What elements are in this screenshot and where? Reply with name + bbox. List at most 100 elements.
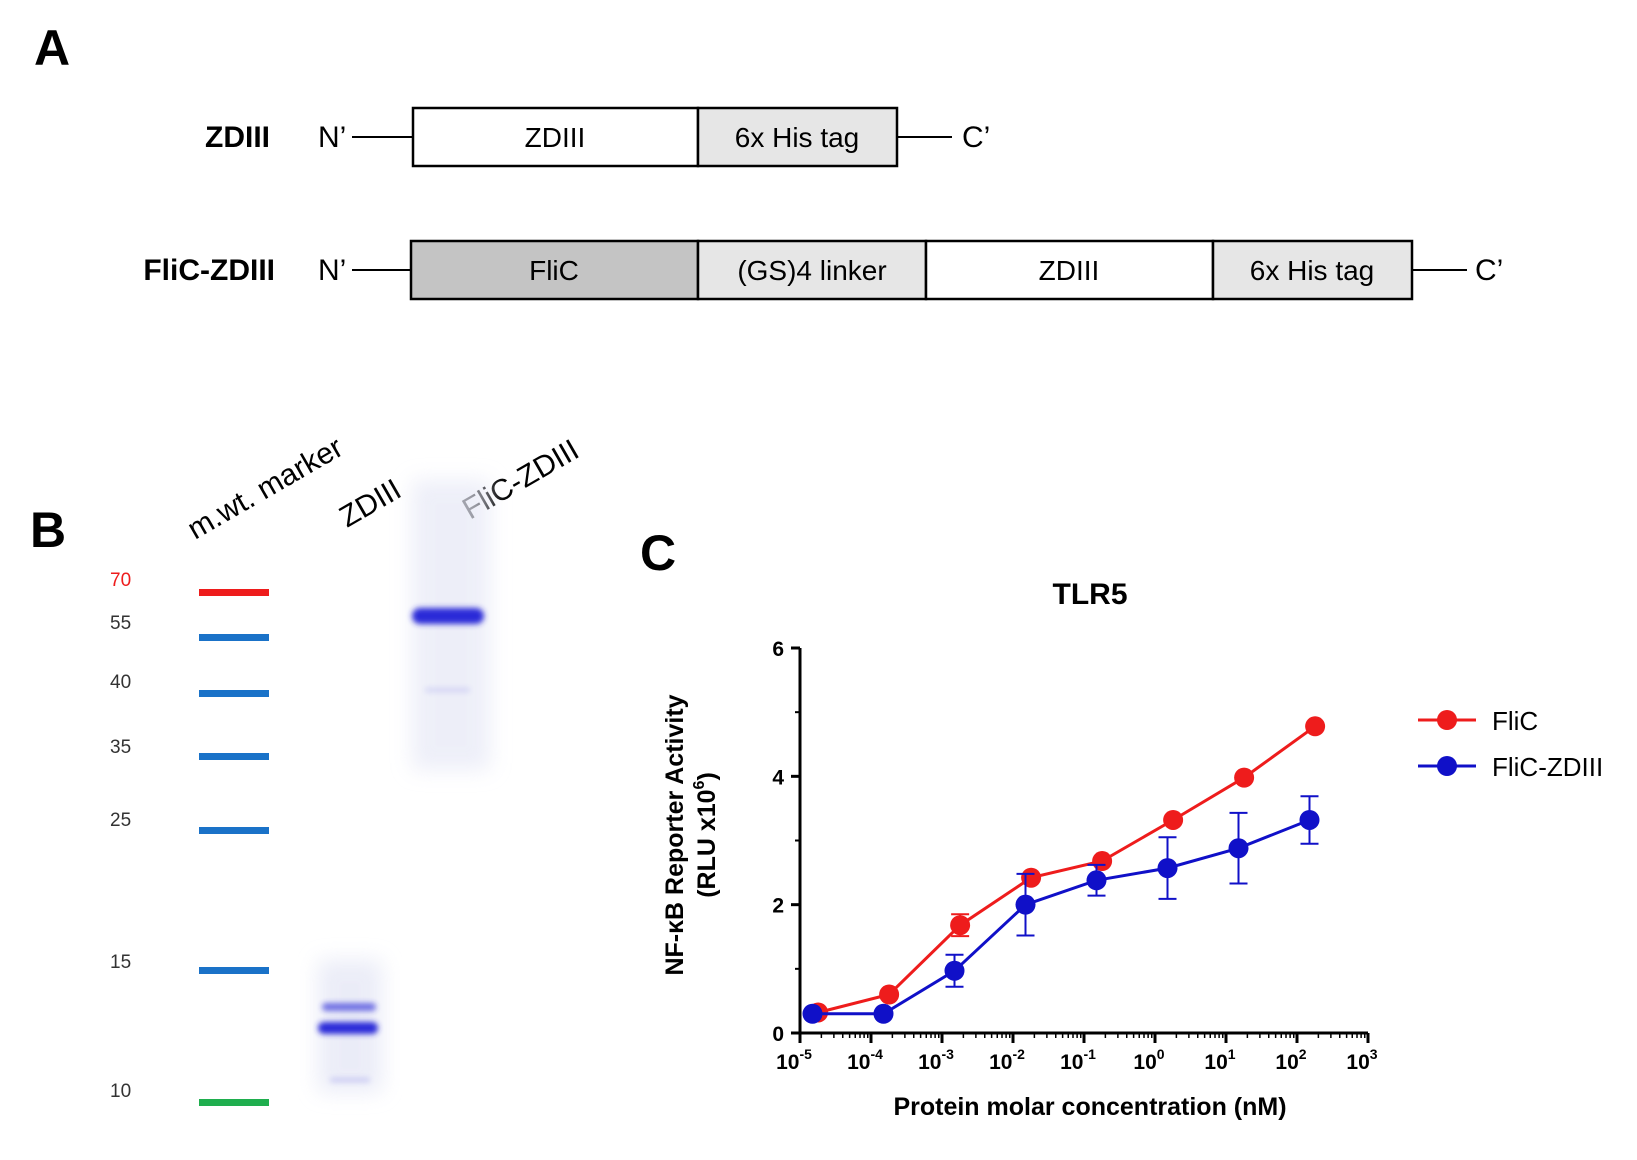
- marker-label-25: 25: [110, 810, 131, 831]
- data-point-1-7: [1299, 809, 1320, 830]
- panel-b: B m.wt. marker ZDIII FliC-ZDIII 70 55 40…: [30, 431, 585, 1106]
- gel-band-flic-zdiii-main: [412, 608, 484, 624]
- construct-flic-zdiii-segment-linker-label: (GS)4 linker: [737, 255, 886, 286]
- x-tick-label-4: 10-1: [1060, 1046, 1096, 1074]
- marker-band-35: [199, 753, 269, 760]
- marker-label-55: 55: [110, 613, 131, 634]
- construct-flic-zdiii-n-terminus: N’: [318, 254, 346, 287]
- legend-label-flic: FliC: [1492, 706, 1538, 736]
- x-tick-label-exp-8: 3: [1370, 1046, 1378, 1062]
- data-point-0-6: [1234, 767, 1255, 788]
- data-point-1-5: [1157, 858, 1178, 879]
- marker-band-70: [199, 589, 269, 596]
- marker-label-40: 40: [110, 672, 131, 693]
- construct-flic-zdiii-segment-linker: [696, 239, 928, 301]
- x-tick-label-7: 102: [1275, 1046, 1306, 1074]
- construct-zdiii-c-terminus: C’: [962, 121, 990, 154]
- x-tick-label-exp-6: 1: [1228, 1046, 1236, 1062]
- y-axis-title-superscript: 6: [691, 780, 708, 789]
- construct-flic-zdiii-segment-zdiii-label: ZDIII: [1039, 255, 1100, 286]
- panel-b-letter: B: [30, 502, 66, 558]
- y-tick-label-1: 2: [772, 895, 784, 918]
- x-tick-label-base-4: 10: [1060, 1051, 1083, 1074]
- lane-label-zdiii: ZDIII: [334, 473, 407, 534]
- marker-label-15: 15: [110, 952, 131, 973]
- data-point-0-7: [1305, 716, 1326, 737]
- marker-label-35: 35: [110, 737, 131, 758]
- y-tick-label-2: 4: [772, 766, 784, 789]
- y-axis-title-line-2-text: (RLU x10: [693, 789, 721, 897]
- x-tick-label-exp-5: 0: [1157, 1046, 1165, 1062]
- gel-band-zdiii-lower: [318, 1022, 378, 1034]
- construct-zdiii-name: ZDIII: [205, 121, 270, 154]
- x-tick-label-base-7: 10: [1275, 1051, 1298, 1074]
- y-axis-title: NF-κB Reporter Activity (RLU x106): [661, 694, 721, 975]
- marker-label-10: 10: [110, 1081, 131, 1102]
- x-tick-label-0: 10-5: [776, 1046, 812, 1074]
- construct-zdiii-segment-his-tag: [696, 106, 899, 168]
- construct-zdiii: ZDIII N’ ZDIII 6x His tag C’: [205, 106, 990, 168]
- construct-flic-zdiii: FliC-ZDIII N’ FliC (GS)4 linker ZDIII 6x…: [143, 239, 1503, 301]
- x-tick-label-exp-1: -4: [870, 1046, 883, 1062]
- data-point-0-5: [1163, 809, 1184, 830]
- construct-zdiii-segment-zdiii-label: ZDIII: [525, 122, 586, 153]
- x-tick-label-base-8: 10: [1346, 1051, 1369, 1074]
- gel-lane-flic-zdiii-smear: [412, 480, 490, 770]
- data-point-1-2: [944, 960, 965, 981]
- marker-band-40: [199, 690, 269, 697]
- x-tick-label-5: 100: [1133, 1046, 1164, 1074]
- x-tick-label-exp-4: -1: [1083, 1046, 1096, 1062]
- data-point-0-1: [879, 984, 900, 1005]
- legend-marker-flic-zdiii: [1437, 756, 1457, 776]
- x-tick-label-exp-3: -2: [1012, 1046, 1025, 1062]
- x-tick-label-6: 101: [1204, 1046, 1235, 1074]
- x-tick-label-exp-7: 2: [1299, 1046, 1307, 1062]
- legend: FliC FliC-ZDIII: [1418, 706, 1603, 782]
- panel-c-letter: C: [640, 525, 676, 581]
- panel-c: C TLR5 NF-κB Reporter Activity (RLU x106…: [640, 525, 1603, 1121]
- x-tick-label-3: 10-2: [989, 1046, 1025, 1074]
- construct-flic-zdiii-segment-flic-label: FliC: [529, 255, 579, 286]
- panel-a: A ZDIII N’ ZDIII 6x His tag C’ FliC-ZDII…: [34, 20, 1503, 301]
- data-point-1-3: [1015, 894, 1036, 915]
- construct-flic-zdiii-c-terminus: C’: [1475, 254, 1503, 287]
- data-point-0-2: [950, 915, 971, 936]
- y-tick-label-0: 0: [772, 1023, 784, 1046]
- data-point-1-0: [802, 1003, 823, 1024]
- gel-band-flic-zdiii-faint: [425, 688, 470, 692]
- construct-flic-zdiii-segment-zdiii: [924, 239, 1215, 301]
- gel-lane-flic-zdiii: [412, 480, 490, 770]
- marker-band-10: [199, 1099, 269, 1106]
- marker-band-25: [199, 827, 269, 834]
- series-line-0: [817, 725, 1316, 1014]
- x-tick-label-1: 10-4: [847, 1046, 883, 1074]
- data-point-0-3: [1021, 867, 1042, 888]
- y-axis-title-line-1: NF-κB Reporter Activity: [661, 694, 689, 975]
- x-tick-label-2: 10-3: [918, 1046, 954, 1074]
- marker-band-55: [199, 634, 269, 641]
- series-line-1: [812, 818, 1311, 1016]
- data-point-1-6: [1228, 838, 1249, 859]
- construct-zdiii-n-terminus: N’: [318, 121, 346, 154]
- x-tick-label-base-5: 10: [1133, 1051, 1156, 1074]
- gel-lane-zdiii: [318, 960, 382, 1092]
- legend-marker-flic: [1437, 710, 1457, 730]
- construct-zdiii-segment-his-tag-label: 6x His tag: [735, 122, 860, 153]
- y-axis-title-close: ): [693, 772, 721, 780]
- x-tick-label-exp-2: -3: [941, 1046, 954, 1062]
- panel-a-letter: A: [34, 20, 70, 76]
- data-point-1-1: [873, 1003, 894, 1024]
- x-tick-label-exp-0: -5: [799, 1046, 812, 1062]
- gel-band-zdiii-upper: [322, 1003, 376, 1011]
- legend-label-flic-zdiii: FliC-ZDIII: [1492, 752, 1603, 782]
- construct-flic-zdiii-segment-his-tag-label: 6x His tag: [1250, 255, 1375, 286]
- data-point-1-4: [1086, 870, 1107, 891]
- construct-flic-zdiii-segment-flic: [409, 239, 700, 301]
- y-tick-label-3: 6: [772, 638, 784, 661]
- marker-band-15: [199, 967, 269, 974]
- x-tick-label-base-3: 10: [989, 1051, 1012, 1074]
- data-point-0-4: [1092, 851, 1113, 872]
- marker-label-70: 70: [110, 570, 131, 591]
